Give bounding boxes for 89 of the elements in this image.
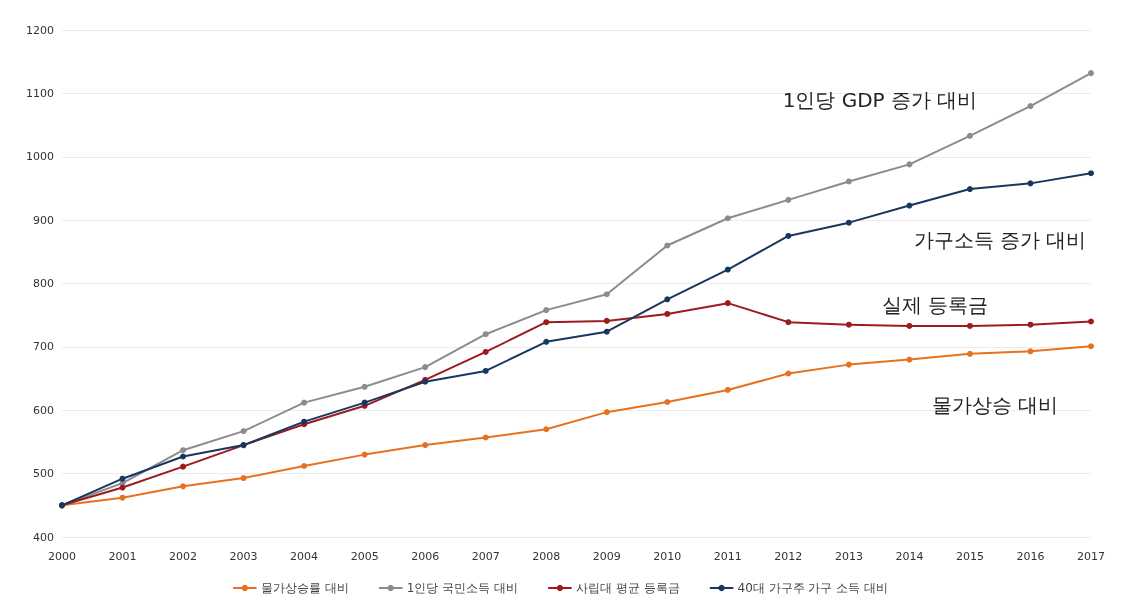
point	[664, 310, 671, 317]
point	[603, 328, 610, 335]
point	[119, 484, 126, 491]
point	[664, 296, 671, 303]
x-tick-label: 2013	[834, 550, 863, 563]
x-tick-label: 2007	[471, 550, 500, 563]
x-tick-label: 2014	[895, 550, 924, 563]
y-tick-label: 700	[33, 340, 54, 354]
point	[1088, 318, 1094, 325]
point	[482, 434, 489, 441]
point	[845, 361, 852, 368]
point	[240, 475, 247, 482]
point	[1088, 170, 1094, 177]
point	[422, 364, 429, 371]
annotation: 실제 등록금	[881, 293, 989, 317]
x-tick-label: 2012	[774, 550, 803, 563]
point	[240, 428, 247, 435]
point	[482, 331, 489, 338]
point	[966, 186, 973, 193]
x-tick-label: 2008	[532, 550, 561, 563]
y-tick-label: 500	[33, 467, 54, 481]
point	[966, 322, 973, 329]
x-tick-label: 2006	[411, 550, 440, 563]
point	[724, 386, 731, 393]
y-tick-label: 1100	[26, 86, 54, 100]
point	[785, 196, 792, 203]
point	[906, 161, 913, 168]
annotation: 가구소득 증가 대비	[913, 228, 1087, 252]
x-tick-label: 2009	[592, 550, 621, 563]
point	[906, 202, 913, 209]
point	[482, 367, 489, 374]
point	[543, 319, 550, 326]
x-tick-label: 2005	[350, 550, 379, 563]
point	[543, 307, 550, 314]
point	[906, 356, 913, 363]
point	[543, 338, 550, 345]
x-tick-label: 2010	[653, 550, 682, 563]
point	[422, 442, 429, 449]
x-tick-label: 2011	[713, 550, 742, 563]
point	[724, 300, 731, 307]
y-tick-label: 400	[33, 530, 54, 544]
point	[603, 317, 610, 324]
point	[1027, 103, 1034, 110]
legend-label: 40대 가구주 가구 소득 대비	[737, 581, 889, 595]
x-tick-label: 2015	[955, 550, 984, 563]
x-tick-label: 2001	[108, 550, 137, 563]
point	[603, 291, 610, 298]
point	[724, 266, 731, 273]
point	[180, 447, 187, 454]
point	[361, 451, 368, 458]
y-tick-label: 900	[33, 213, 54, 227]
legend-label: 사립대 평균 등록금	[575, 581, 680, 595]
legend-label: 1인당 국민소득 대비	[406, 581, 518, 595]
point	[845, 321, 852, 328]
y-tick-label: 1200	[26, 23, 54, 37]
point	[180, 483, 187, 490]
point	[785, 232, 792, 239]
x-tick-label: 2016	[1016, 550, 1045, 563]
point	[119, 494, 126, 501]
x-tick-label: 2017	[1077, 550, 1105, 563]
annotation: 물가상승 대비	[931, 393, 1059, 417]
point	[845, 219, 852, 226]
point	[1027, 348, 1034, 355]
point	[301, 463, 308, 470]
point	[482, 348, 489, 355]
point	[906, 322, 913, 329]
x-tick-label: 2004	[290, 550, 319, 563]
point	[603, 409, 610, 416]
point	[966, 132, 973, 139]
x-tick-label: 2002	[169, 550, 198, 563]
x-tick-label: 2003	[229, 550, 258, 563]
point	[664, 399, 671, 406]
x-tick-label: 2000	[48, 550, 76, 563]
point	[966, 350, 973, 357]
point	[785, 319, 792, 326]
y-tick-label: 800	[33, 277, 54, 290]
annotation: 1인당 GDP 증가 대비	[782, 88, 978, 112]
y-tick-label: 600	[33, 403, 54, 417]
point	[180, 463, 187, 470]
point	[180, 453, 187, 460]
point	[301, 399, 308, 406]
point	[1088, 343, 1094, 350]
point	[361, 383, 368, 390]
point	[1088, 70, 1094, 77]
y-tick-label: 1000	[26, 150, 54, 164]
point	[724, 215, 731, 222]
point	[845, 178, 852, 185]
point	[543, 426, 550, 433]
legend-label: 물가상승률 대비	[260, 581, 349, 595]
